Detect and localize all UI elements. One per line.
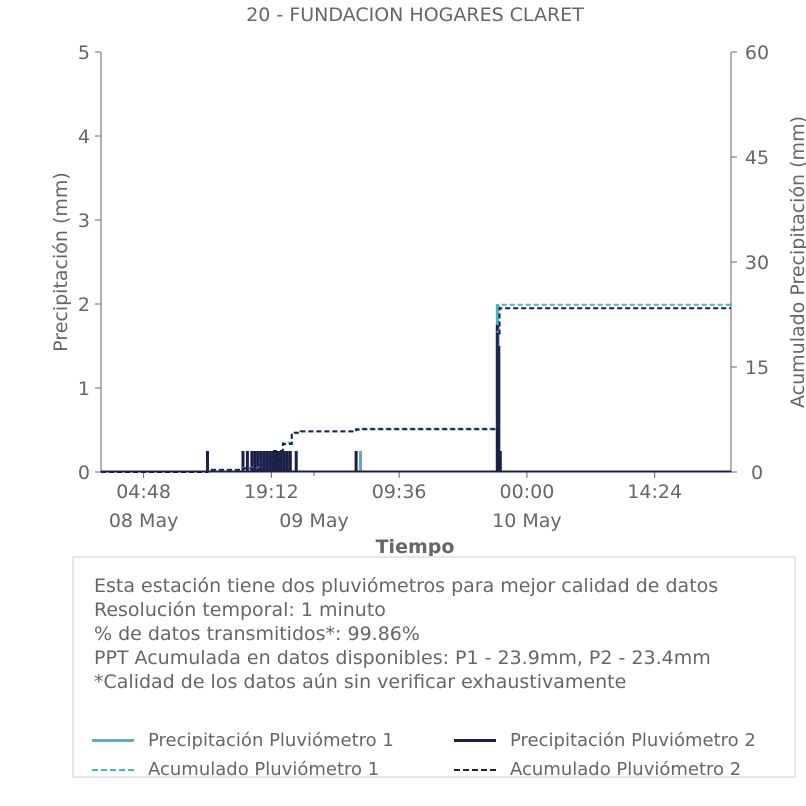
y2-tick-label: 15 [745,357,769,379]
x-date-label: 10 May [492,510,562,532]
legend-swatch [454,739,496,742]
legend-label: Acumulado Pluviómetro 1 [148,759,380,780]
chart-title: 20 - FUNDACION HOGARES CLARET [246,4,584,26]
x-tick-label: 04:48 [116,481,171,503]
chart-axes [95,51,737,478]
y-tick-label: 1 [78,378,90,400]
legend-swatch [454,768,496,771]
legend-label: Precipitación Pluviómetro 2 [510,730,756,751]
y-axis-label: Precipitación (mm) [50,172,72,352]
x-tick-label: 00:00 [500,481,555,503]
y-tick-label: 5 [78,42,90,64]
x-date-label: 09 May [279,510,349,532]
y2-tick-label: 45 [745,147,769,169]
x-tick-label: 14:24 [627,481,682,503]
info-box: Esta estación tiene dos pluviómetros par… [72,556,796,780]
y-tick-label: 3 [78,210,90,232]
x-axis-label: Tiempo [376,536,455,558]
info-line: % de datos transmitidos*: 99.86% [94,623,420,645]
info-line: *Calidad de los datos aún sin verificar … [94,671,627,693]
cumulative-lines [101,303,731,473]
info-lines: Esta estación tiene dos pluviómetros par… [94,574,718,694]
legend-swatch [92,739,134,742]
x-tick-label: 09:36 [372,481,427,503]
y2-axis-label: Acumulado Precipitación (mm) [787,116,806,408]
legend-item-cum-p2: Acumulado Pluviómetro 2 [454,759,741,780]
legend-item-precip-p2: Precipitación Pluviómetro 2 [454,730,756,751]
cumulative-line [101,307,731,473]
y-tick-label: 4 [78,126,90,148]
chart-svg: 20 - FUNDACION HOGARES CLARET 0123450153… [50,4,806,558]
info-line: PPT Acumulada en datos disponibles: P1 -… [94,647,711,669]
y-tick-label: 2 [78,294,90,316]
y2-tick-label: 0 [751,462,763,484]
legend-item-cum-p1: Acumulado Pluviómetro 1 [92,759,379,780]
x-date-label: 08 May [109,510,179,532]
legend-label: Precipitación Pluviómetro 1 [148,730,394,751]
y2-tick-label: 30 [745,252,769,274]
legend-label: Acumulado Pluviómetro 2 [510,759,742,780]
legend-item-precip-p1: Precipitación Pluviómetro 1 [92,730,394,751]
precip-bars [101,304,731,473]
info-line: Resolución temporal: 1 minuto [94,599,386,621]
y2-tick-label: 60 [745,42,769,64]
info-line: Esta estación tiene dos pluviómetros par… [94,575,719,597]
cumulative-line [101,303,731,473]
legend-swatch [92,768,134,771]
y-tick-label: 0 [78,462,90,484]
x-tick-label: 19:12 [244,481,299,503]
